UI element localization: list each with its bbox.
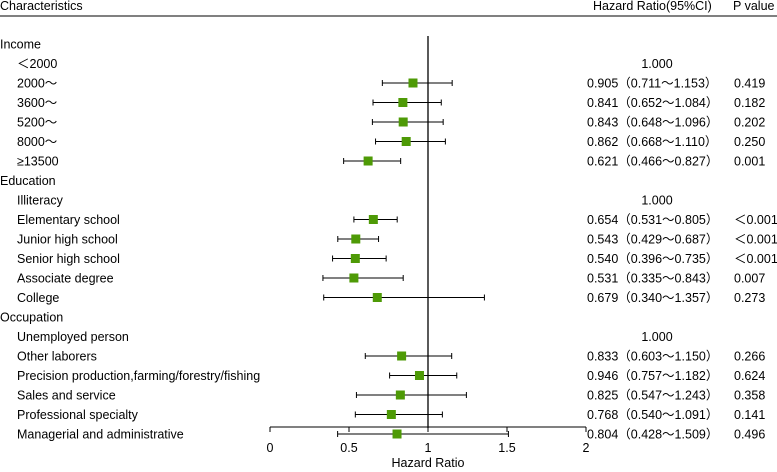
x-tick-label: 0 — [267, 441, 274, 455]
hazard-ratio-ci: 0.905（0.711～1.153） — [587, 77, 717, 91]
p-value: ＜0.001 — [734, 213, 777, 227]
hazard-ratio-marker — [349, 273, 359, 283]
group-label: Education — [0, 174, 56, 188]
p-value: 0.250 — [734, 135, 765, 149]
p-value: 0.266 — [734, 350, 765, 364]
x-axis: 0 0.5 1 1.5 2 — [267, 426, 590, 455]
p-value: 0.182 — [734, 96, 765, 110]
group-label: Income — [0, 38, 41, 52]
hazard-ratio-ci: 0.946（0.757～1.182） — [587, 369, 718, 383]
x-tick-label: 1 — [425, 441, 432, 455]
p-value: 0.007 — [734, 272, 765, 286]
row-label: 8000～ — [17, 135, 57, 149]
hazard-ratio-ci: 0.679（0.340～1.357） — [587, 291, 718, 305]
hazard-ratio-ci: 0.862（0.668～1.110） — [587, 135, 717, 149]
p-value: ＜0.001 — [734, 252, 777, 266]
x-tick-label: 2 — [583, 441, 590, 455]
p-value: 0.001 — [734, 155, 765, 169]
p-value: 0.496 — [734, 428, 765, 442]
hazard-ratio-marker — [401, 137, 411, 146]
hazard-ratio-marker — [398, 117, 408, 127]
row-label: Elementary school — [17, 213, 120, 227]
hazard-ratio-ci: 0.540（0.396～0.735） — [587, 252, 718, 266]
p-value: 0.141 — [734, 408, 765, 422]
x-axis-label: Hazard Ratio — [392, 456, 465, 470]
hazard-ratio-marker — [397, 351, 407, 361]
header-characteristics: Characteristics — [0, 0, 83, 13]
table-rows: Income ＜2000 1.000 2000～ 0.905（0.711～1.153） 0… — [0, 38, 777, 442]
x-tick-label: 0.5 — [340, 441, 357, 455]
row-label: ≥13500 — [17, 155, 59, 169]
row-label: Associate degree — [17, 272, 114, 286]
hazard-ratio-marker — [414, 371, 424, 380]
hazard-ratio-ci: 0.543（0.429～0.687） — [587, 233, 718, 247]
hazard-ratio-ci: 0.654（0.531～0.805） — [587, 213, 718, 227]
hazard-ratio-ci: 0.768（0.540～1.091） — [587, 408, 718, 422]
row-label: 2000～ — [17, 77, 57, 91]
row-label: 3600～ — [17, 96, 57, 110]
hazard-ratio-marker — [408, 78, 418, 88]
hazard-ratio-ci: 0.825（0.547～1.243） — [587, 389, 718, 403]
row-label: Unemployed person — [17, 330, 129, 344]
hazard-ratio-marker — [363, 156, 373, 166]
hazard-ratio-marker — [398, 98, 408, 107]
hazard-ratio-marker — [351, 234, 361, 244]
p-value: 0.273 — [734, 291, 765, 305]
row-label: College — [17, 291, 59, 305]
hazard-ratio-marker — [368, 215, 378, 224]
hazard-ratio-ci: 1.000 — [641, 57, 672, 71]
row-label: 5200～ — [17, 116, 57, 130]
row-label: Senior high school — [17, 252, 120, 266]
row-label: Illiteracy — [17, 194, 64, 208]
hazard-ratio-ci: 0.833（0.603～1.150） — [587, 350, 718, 364]
hazard-ratio-ci: 1.000 — [641, 330, 672, 344]
hazard-ratio-ci: 0.841（0.652～1.084） — [587, 96, 718, 110]
header-hazard-ratio: Hazard Ratio(95%CI) — [593, 0, 712, 13]
hazard-ratio-marker — [372, 293, 382, 302]
hazard-ratio-marker — [386, 410, 396, 419]
row-label: Junior high school — [17, 233, 118, 247]
group-label: Occupation — [0, 311, 63, 325]
row-label: ＜2000 — [17, 57, 57, 71]
hazard-ratio-ci: 0.843（0.648～1.096） — [587, 116, 718, 130]
hazard-ratio-ci: 0.531（0.335～0.843） — [587, 272, 718, 286]
hazard-ratio-ci: 0.804（0.428～1.509） — [587, 428, 718, 442]
hazard-ratio-ci: 0.621（0.466～0.827） — [587, 155, 718, 169]
header-p-value: P value — [733, 0, 775, 13]
p-value: 0.202 — [734, 116, 765, 130]
p-value: 0.419 — [734, 77, 765, 91]
row-label: Managerial and administrative — [17, 428, 184, 442]
hazard-ratio-marker — [350, 254, 360, 263]
plot-area — [322, 36, 509, 439]
row-label: Sales and service — [17, 389, 116, 403]
hazard-ratio-ci: 1.000 — [641, 194, 672, 208]
p-value: ＜0.001 — [734, 233, 777, 247]
p-value: 0.358 — [734, 389, 765, 403]
hazard-ratio-marker — [395, 390, 405, 400]
x-tick-label: 1.5 — [498, 441, 515, 455]
p-value: 0.624 — [734, 369, 765, 383]
hazard-ratio-marker — [392, 429, 402, 439]
row-label: Precision production,farming/forestry/fi… — [17, 369, 260, 383]
row-label: Other laborers — [17, 350, 97, 364]
row-label: Professional specialty — [17, 408, 139, 422]
header-row: Characteristics Hazard Ratio(95%CI) P va… — [0, 0, 775, 13]
